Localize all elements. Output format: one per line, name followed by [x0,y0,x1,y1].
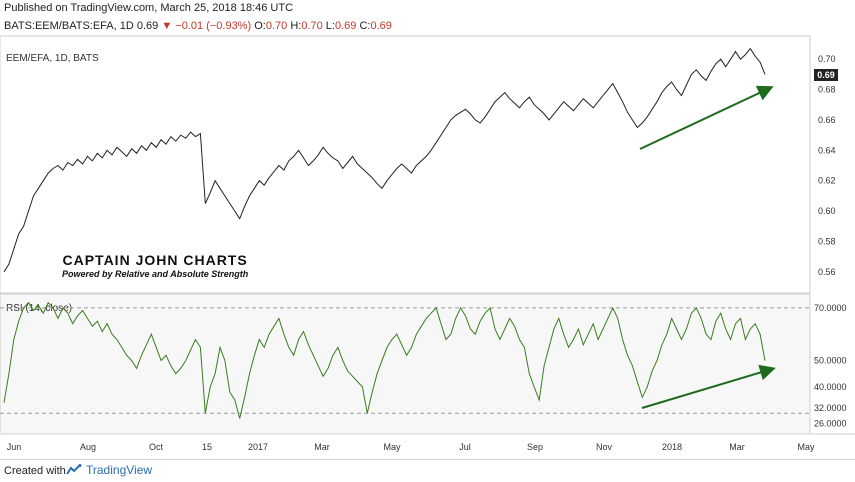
created-with-text: Created with [4,465,66,477]
symbol-name: BATS:EEM/BATS:EFA, 1D [4,20,134,32]
time-tick-label: 15 [202,442,212,452]
time-tick-label: Mar [729,442,745,452]
tradingview-link[interactable]: TradingView [66,463,152,477]
price-pane-label: EEM/EFA, 1D, BATS [6,53,99,64]
rsi-trend-arrow [641,364,776,409]
price-trend-arrow [639,85,774,150]
last-price-badge [814,69,838,81]
rsi-tick-label: 50.0000 [814,356,847,366]
high-label: H: [290,20,302,32]
change-value: −0.01 (−0.93%) [175,20,252,32]
price-tick-label: 0.68 [818,85,836,95]
tradingview-logo-icon [66,464,82,476]
time-axis: Jun Aug Oct 15 2017 Mar May Jul Sep Nov 2018 Mar May [7,442,815,452]
last-price-badge-text: 0.69 [817,70,835,80]
tradingview-brand: TradingView [86,463,153,477]
open-label: O: [254,20,266,32]
price-tick-label: 0.58 [818,236,836,246]
rsi-tick-label: 40.0000 [814,382,847,392]
time-tick-label: 2018 [662,442,682,452]
time-tick-label: Jun [7,442,22,452]
close-label: C: [359,20,371,32]
time-tick-label: Mar [314,442,330,452]
open-value: 0.70 [265,20,288,32]
low-label: L: [325,20,335,32]
high-value: 0.70 [301,20,323,32]
chart-canvas[interactable]: EEM/EFA, 1D, BATS RSI (14, close) 0.700.… [0,19,855,459]
close-value: 0.69 [370,20,392,32]
time-tick-label: Sep [527,442,543,452]
rsi-pane-frame [0,293,811,435]
price-axis: 0.70 0.68 0.66 0.64 0.62 0.60 0.58 0.56 [818,54,836,277]
footer-bar: Created with TradingView [0,459,855,482]
time-tick-label: Nov [596,442,613,452]
time-tick-label: Oct [149,442,164,452]
low-value: 0.69 [334,20,357,32]
symbol-legend: BATS:EEM/BATS:EFA, 1D 0.69 ▼ −0.01 (−0.9… [4,20,392,32]
rsi-pane-label: RSI (14, close) [6,303,72,314]
price-tick-label: 0.56 [818,267,836,277]
rsi-series-line [3,301,766,419]
time-tick-label: Aug [80,442,96,452]
change-arrow-icon: ▼ [161,20,173,32]
time-tick-label: Jul [459,442,471,452]
watermark-subtitle: Powered by Relative and Absolute Strengt… [62,269,249,279]
rsi-axis: 70.0000 50.0000 40.0000 32.0000 26.0000 [814,303,847,429]
watermark: CAPTAIN JOHN CHARTS Powered by Relative … [62,252,248,279]
last-value: 0.69 [136,20,159,32]
rsi-reference-lines [0,307,810,414]
time-tick-label: 2017 [248,442,268,452]
price-series-line [3,47,766,273]
price-tick-label: 0.70 [818,54,836,64]
watermark-title: CAPTAIN JOHN CHARTS [62,252,248,268]
rsi-tick-label: 70.0000 [814,303,847,313]
price-tick-label: 0.62 [818,176,836,186]
time-tick-label: May [383,442,401,452]
price-tick-label: 0.66 [818,115,836,125]
price-pane-frame [0,35,811,294]
price-tick-label: 0.60 [818,206,836,216]
published-line: Published on TradingView.com, March 25, … [4,2,294,14]
rsi-tick-label: 32.0000 [814,403,847,413]
price-tick-label: 0.64 [818,145,836,155]
time-tick-label: May [797,442,815,452]
rsi-tick-label: 26.0000 [814,419,847,429]
